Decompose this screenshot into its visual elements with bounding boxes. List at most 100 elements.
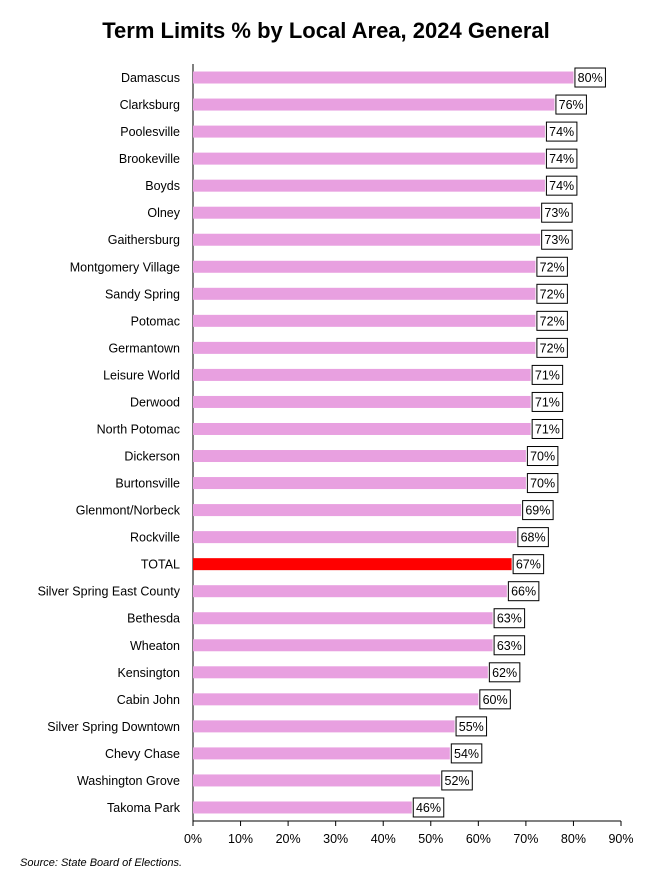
data-label-box-0: [574, 67, 606, 88]
category-label-11: Leisure World: [103, 368, 180, 382]
data-label-box-22: [488, 662, 521, 683]
category-label-20: Bethesda: [127, 612, 180, 626]
data-label-box-27: [412, 797, 445, 818]
x-tick-label-2: 20%: [276, 832, 301, 846]
category-label-0: Damascus: [121, 71, 180, 85]
data-label-box-19: [507, 581, 540, 602]
data-label-box-24: [455, 716, 488, 737]
category-label-5: Olney: [147, 206, 180, 220]
x-tick-label-1: 10%: [228, 832, 253, 846]
category-label-6: Gaithersburg: [108, 233, 180, 247]
data-label-4: 74%: [549, 179, 574, 193]
data-label-1: 76%: [559, 98, 584, 112]
bar-14: [193, 450, 526, 463]
x-tick-label-6: 60%: [466, 832, 491, 846]
bar-6: [193, 233, 541, 246]
data-label-15: 70%: [530, 477, 555, 491]
chart-title: Term Limits % by Local Area, 2024 Genera…: [102, 18, 550, 43]
bar-20: [193, 612, 493, 625]
data-label-box-15: [526, 473, 559, 494]
data-label-10: 72%: [540, 341, 565, 355]
data-label-box-7: [536, 256, 568, 277]
data-label-box-12: [531, 391, 564, 412]
bar-22: [193, 666, 488, 679]
data-label-box-17: [517, 527, 549, 548]
data-label-25: 54%: [454, 747, 479, 761]
bar-27: [193, 801, 412, 814]
bar-4: [193, 179, 545, 192]
data-label-box-25: [450, 743, 483, 764]
bar-16: [193, 504, 522, 517]
bar-8: [193, 287, 536, 300]
data-label-6: 73%: [544, 233, 569, 247]
x-tick-label-7: 70%: [513, 832, 538, 846]
bar-12: [193, 395, 531, 408]
category-label-2: Poolesville: [120, 125, 180, 139]
bar-18: [193, 558, 512, 571]
bar-15: [193, 477, 526, 490]
data-label-box-5: [541, 202, 573, 223]
category-label-23: Cabin John: [117, 693, 180, 707]
data-label-box-23: [479, 689, 511, 710]
data-label-box-3: [545, 148, 578, 169]
data-label-9: 72%: [540, 314, 565, 328]
category-label-9: Potomac: [131, 314, 180, 328]
bar-2: [193, 125, 545, 138]
category-label-1: Clarksburg: [120, 98, 180, 112]
category-label-27: Takoma Park: [107, 801, 181, 815]
data-label-18: 67%: [516, 558, 541, 572]
data-label-27: 46%: [416, 801, 441, 815]
data-label-box-26: [441, 770, 473, 791]
category-label-24: Silver Spring Downtown: [47, 720, 180, 734]
data-label-26: 52%: [445, 774, 470, 788]
x-tick-label-4: 40%: [371, 832, 396, 846]
data-label-box-2: [545, 121, 578, 142]
x-tick-label-5: 50%: [418, 832, 443, 846]
data-label-20: 63%: [497, 612, 522, 626]
data-label-box-4: [545, 175, 578, 196]
bar-9: [193, 314, 536, 327]
source-note: Source: State Board of Elections.: [20, 857, 183, 869]
bar-26: [193, 774, 441, 787]
data-label-23: 60%: [483, 693, 508, 707]
bar-1: [193, 98, 555, 111]
data-label-12: 71%: [535, 395, 560, 409]
bar-3: [193, 152, 545, 165]
data-label-box-18: [512, 554, 545, 575]
x-tick-label-8: 80%: [561, 832, 586, 846]
data-label-box-6: [541, 229, 573, 250]
data-label-16: 69%: [525, 504, 550, 518]
bar-0: [193, 71, 574, 84]
category-label-4: Boyds: [145, 179, 180, 193]
category-label-19: Silver Spring East County: [38, 585, 181, 599]
category-label-15: Burtonsville: [115, 477, 180, 491]
bar-13: [193, 422, 531, 435]
data-label-2: 74%: [549, 125, 574, 139]
category-label-16: Glenmont/Norbeck: [76, 504, 181, 518]
category-label-17: Rockville: [130, 531, 180, 545]
data-label-24: 55%: [459, 720, 484, 734]
data-label-box-8: [536, 283, 568, 304]
data-label-13: 71%: [535, 422, 560, 436]
data-label-5: 73%: [544, 206, 569, 220]
category-label-8: Sandy Spring: [105, 287, 180, 301]
bar-19: [193, 585, 507, 598]
bar-24: [193, 720, 455, 733]
data-label-box-9: [536, 310, 568, 331]
data-label-21: 63%: [497, 639, 522, 653]
data-label-11: 71%: [535, 368, 560, 382]
data-label-8: 72%: [540, 287, 565, 301]
category-label-10: Germantown: [108, 341, 180, 355]
bar-23: [193, 693, 479, 706]
category-label-13: North Potomac: [97, 422, 180, 436]
data-label-0: 80%: [578, 71, 603, 85]
data-label-box-20: [493, 608, 526, 629]
data-label-17: 68%: [521, 531, 546, 545]
data-label-box-11: [531, 364, 564, 385]
bar-5: [193, 206, 541, 219]
category-label-22: Kensington: [117, 666, 180, 680]
bar-10: [193, 341, 536, 354]
category-label-21: Wheaton: [130, 639, 180, 653]
bar-11: [193, 368, 531, 381]
